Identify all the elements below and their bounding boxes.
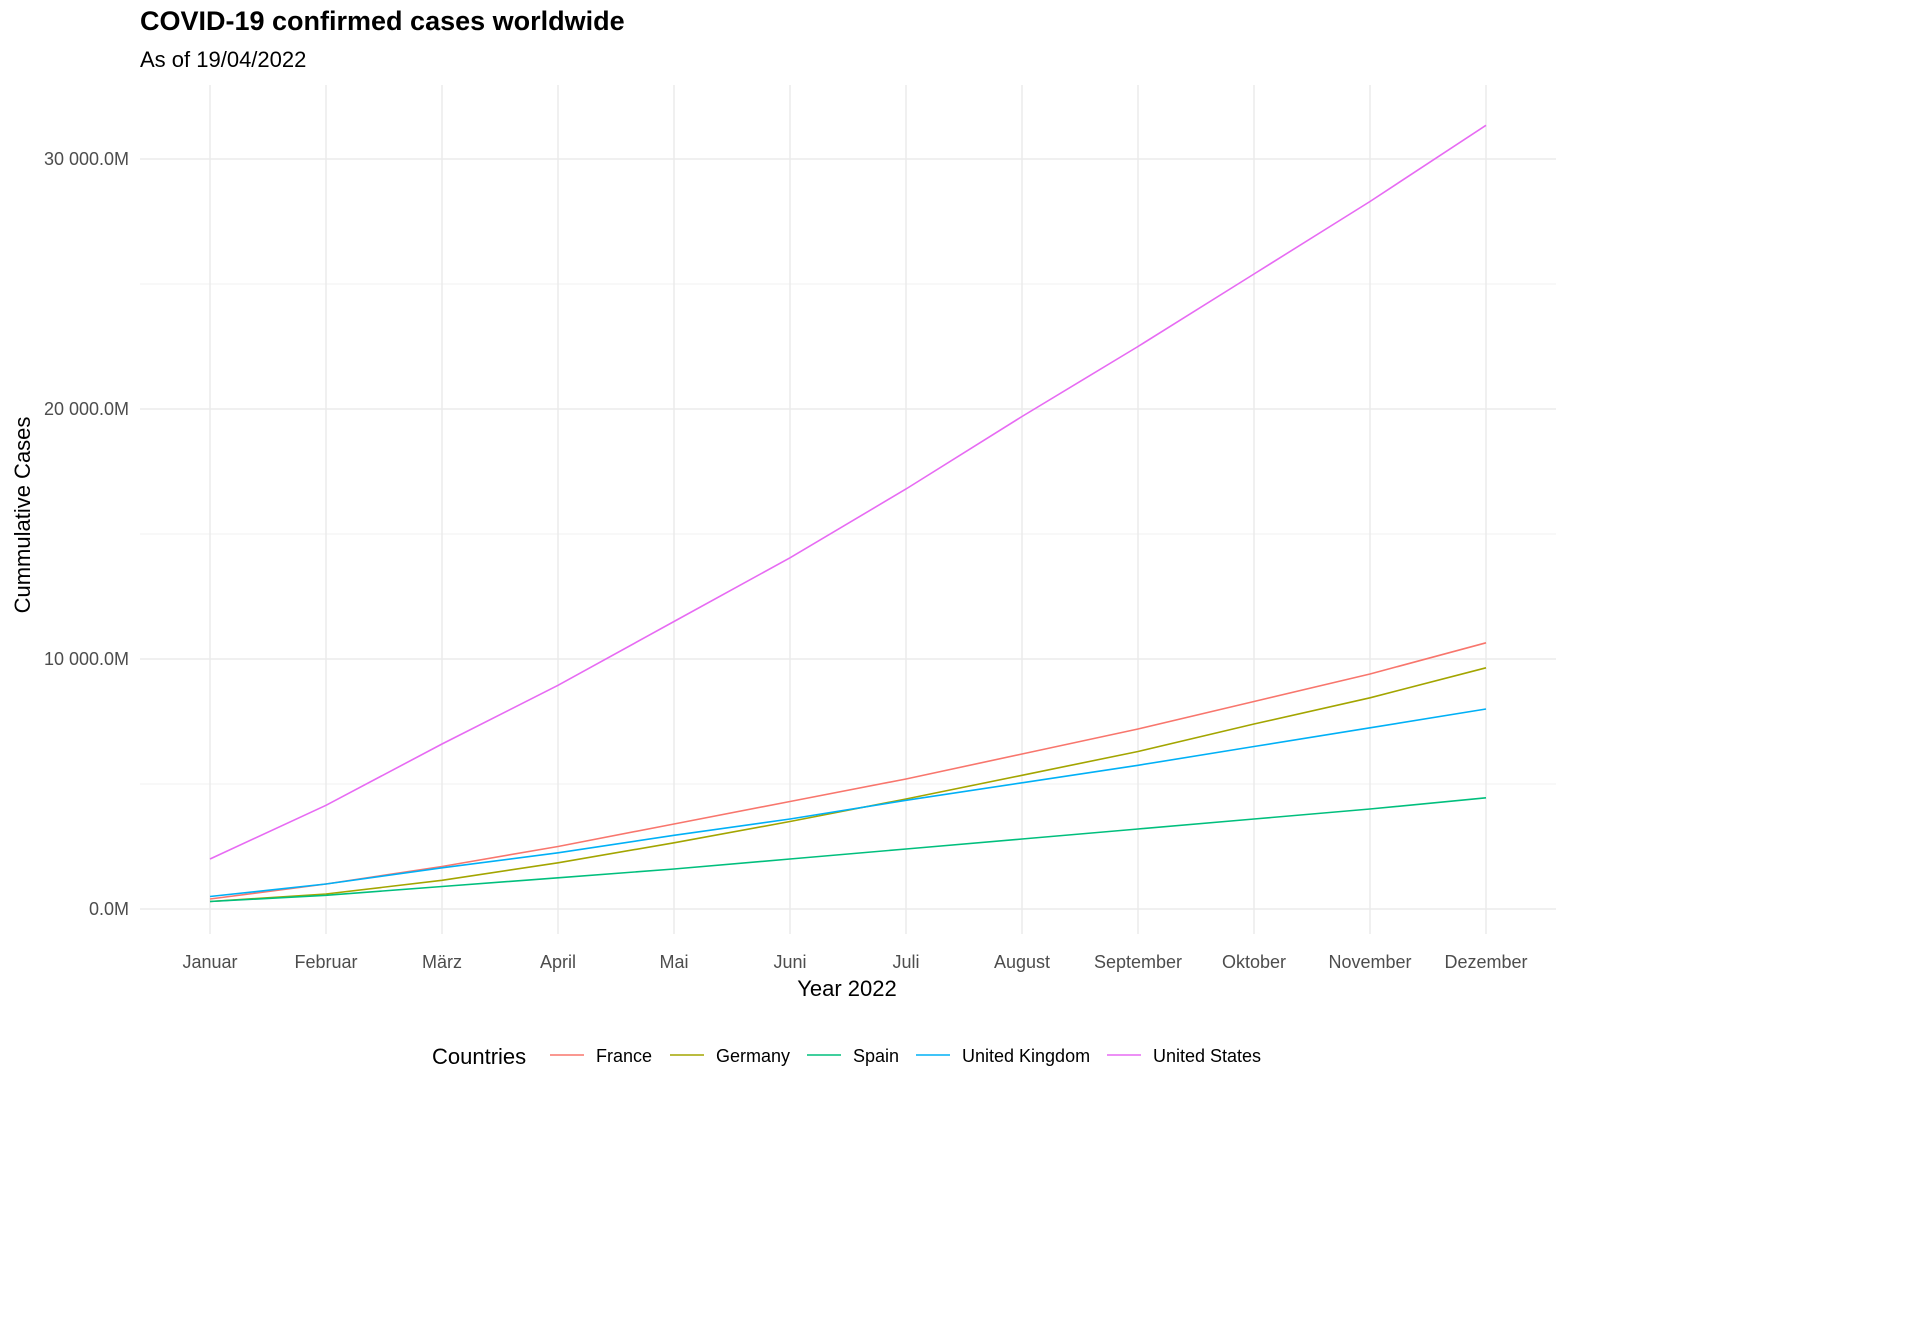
y-tick-label: 30 000.0M <box>44 149 129 169</box>
x-tick-label: Mai <box>659 952 688 972</box>
x-tick-label: Februar <box>294 952 357 972</box>
x-tick-label: November <box>1328 952 1411 972</box>
chart-title: COVID-19 confirmed cases worldwide <box>140 6 625 36</box>
y-axis-title: Cummulative Cases <box>10 417 35 614</box>
legend-label: United Kingdom <box>962 1046 1090 1066</box>
y-tick-label: 10 000.0M <box>44 649 129 669</box>
x-tick-label: Januar <box>182 952 237 972</box>
series-line-united-kingdom <box>209 708 1487 898</box>
x-axis-ticks: Januar Februar März April Mai Juni Juli August S… <box>182 952 1527 972</box>
legend-label: France <box>596 1046 652 1066</box>
x-tick-label: August <box>994 952 1050 972</box>
y-axis-ticks: 0.0M 10 000.0M 20 000.0M 30 000.0M <box>44 149 129 919</box>
legend-item-spain: Spain <box>807 1046 899 1066</box>
legend-item-united-kingdom: United Kingdom <box>916 1046 1090 1066</box>
x-tick-label: September <box>1094 952 1182 972</box>
legend-item-united-states: United States <box>1107 1046 1261 1066</box>
legend: Countries France Germany Spain United Kingd… <box>432 1044 1261 1069</box>
x-axis-title: Year 2022 <box>797 976 897 1001</box>
x-tick-label: April <box>540 952 576 972</box>
legend-item-france: France <box>550 1046 652 1066</box>
x-tick-label: Juni <box>773 952 806 972</box>
x-tick-label: März <box>422 952 462 972</box>
series-line-spain <box>209 797 1487 903</box>
legend-items: France Germany Spain United Kingdom United S… <box>550 1046 1261 1066</box>
x-tick-label: Oktober <box>1222 952 1286 972</box>
series-line-france <box>209 642 1487 900</box>
legend-title: Countries <box>432 1044 526 1069</box>
grid-layer <box>140 85 1556 934</box>
legend-label: United States <box>1153 1046 1261 1066</box>
legend-item-germany: Germany <box>670 1046 790 1066</box>
series-line-united-states <box>209 124 1487 860</box>
series-layer <box>209 124 1487 903</box>
legend-label: Germany <box>716 1046 790 1066</box>
x-tick-label: Juli <box>892 952 919 972</box>
legend-label: Spain <box>853 1046 899 1066</box>
x-tick-label: Dezember <box>1444 952 1527 972</box>
series-line-germany <box>209 667 1487 903</box>
chart-subtitle: As of 19/04/2022 <box>140 47 307 72</box>
y-tick-label: 20 000.0M <box>44 399 129 419</box>
chart-svg: 0.0M 10 000.0M 20 000.0M 30 000.0M Januar Fe… <box>10 85 1556 1069</box>
y-tick-label: 0.0M <box>89 899 129 919</box>
